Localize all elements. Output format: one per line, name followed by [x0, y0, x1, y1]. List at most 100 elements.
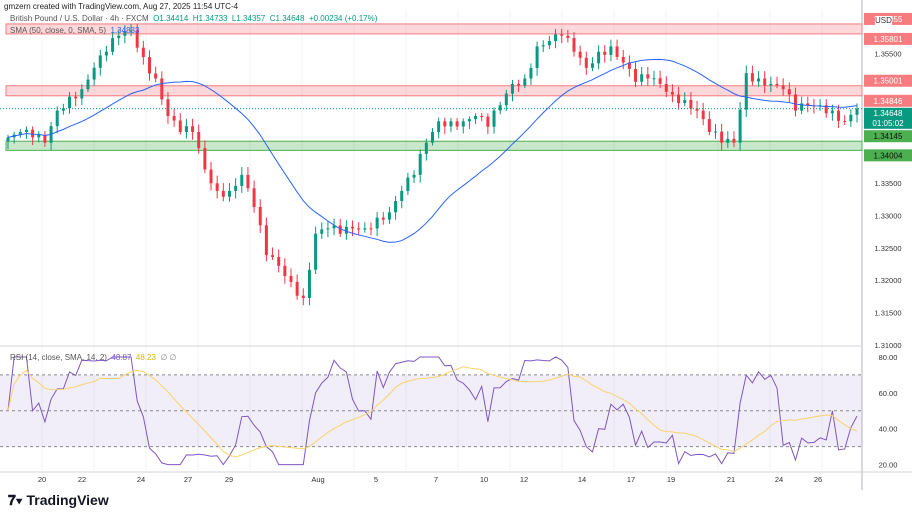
candle [689, 99, 693, 109]
candle [437, 121, 441, 133]
candle [757, 78, 761, 82]
candle [301, 295, 305, 298]
candle [714, 131, 717, 133]
time-tick: 17 [627, 475, 635, 484]
candle [640, 74, 644, 82]
logo-icon: 𝟕▾ [8, 492, 27, 508]
price-chart[interactable]: 1.359551.358011.350011.348461.341451.340… [0, 0, 912, 490]
price-tick: 1.32000 [874, 276, 901, 285]
candle [664, 83, 668, 92]
rsi-tick: 40.00 [879, 425, 898, 434]
candle [178, 120, 182, 133]
candle [763, 78, 767, 86]
candle [215, 183, 219, 191]
candle [855, 108, 859, 115]
candle [351, 226, 355, 229]
resistance-zone [5, 23, 863, 35]
candle [695, 108, 699, 111]
candle [123, 31, 127, 36]
low: L1.34357 [231, 14, 266, 23]
candle [129, 30, 133, 32]
candle [381, 217, 385, 220]
time-tick: 14 [578, 475, 586, 484]
time-tick: 10 [480, 475, 488, 484]
candle [369, 228, 373, 230]
candle [209, 169, 213, 184]
candle [769, 83, 773, 86]
price-tick: 1.31000 [874, 341, 901, 350]
candle [24, 129, 28, 133]
candle [492, 110, 496, 127]
time-tick: 19 [667, 475, 675, 484]
candle [480, 116, 484, 118]
candle [800, 103, 804, 111]
sma-label: SMA (50, close, 0, SMA, 5) [10, 26, 107, 35]
candle [738, 109, 742, 143]
candle [572, 38, 576, 52]
candle [590, 63, 594, 68]
candle [227, 190, 231, 197]
candle [510, 83, 514, 94]
candle [400, 190, 404, 201]
price-tick: 1.35500 [874, 49, 901, 58]
candle [307, 269, 311, 298]
high: H1.34733 [192, 14, 228, 23]
time-tick: 22 [78, 475, 86, 484]
candle [455, 121, 459, 127]
candle [332, 225, 336, 229]
candle [98, 55, 102, 68]
candle [726, 138, 730, 143]
zone-price-tag [864, 94, 912, 107]
candle [160, 78, 164, 100]
candle [467, 119, 471, 122]
candle [18, 132, 22, 135]
candle [824, 105, 828, 114]
candle [707, 119, 711, 133]
tradingview-logo[interactable]: 𝟕▾ TradingView [8, 492, 109, 509]
time-tick: 20 [38, 475, 46, 484]
zone-price-label: 1.35001 [874, 77, 903, 86]
candle [148, 57, 151, 74]
candle [92, 67, 96, 80]
candle [793, 94, 797, 111]
candle [277, 256, 281, 266]
candle [535, 46, 539, 69]
candle [597, 51, 601, 64]
logo-text: TradingView [26, 492, 109, 508]
candle [271, 255, 275, 257]
candle [578, 51, 582, 58]
time-tick: 24 [775, 475, 783, 484]
candle [849, 114, 853, 122]
candle [221, 190, 225, 197]
candle [375, 217, 379, 229]
time-tick: 7 [434, 475, 438, 484]
candle [363, 228, 367, 230]
candle [683, 99, 687, 104]
candle [554, 34, 558, 42]
candle [652, 78, 656, 80]
candle [80, 89, 84, 99]
candle [461, 121, 465, 127]
candle [61, 108, 65, 111]
sma-legend[interactable]: SMA (50, close, 0, SMA, 5) 1.34833 [10, 26, 139, 35]
candle [781, 85, 785, 90]
time-tick: 26 [814, 475, 822, 484]
candle [295, 281, 299, 296]
rsi-legend[interactable]: RSI (14, close, SMA, 14, 2) 48.87 48.23 … [10, 353, 177, 362]
sma-value: 1.34833 [110, 26, 140, 35]
candle [646, 74, 650, 79]
candle [609, 46, 613, 55]
currency-label[interactable]: USD [875, 16, 892, 25]
candle [240, 174, 244, 186]
candle [474, 116, 478, 120]
candle [584, 57, 588, 68]
price-tick: 1.32500 [874, 244, 901, 253]
candle [344, 226, 348, 234]
candle [843, 120, 847, 122]
zone-price-label: 1.34004 [874, 151, 903, 160]
rsi-tick: 80.00 [879, 353, 898, 362]
symbol-name: British Pound / U.S. Dollar · 4h · FXCM [10, 14, 149, 23]
rsi-extra: ∅ ∅ [160, 353, 177, 362]
time-tick: 21 [727, 475, 735, 484]
candle [615, 46, 619, 57]
